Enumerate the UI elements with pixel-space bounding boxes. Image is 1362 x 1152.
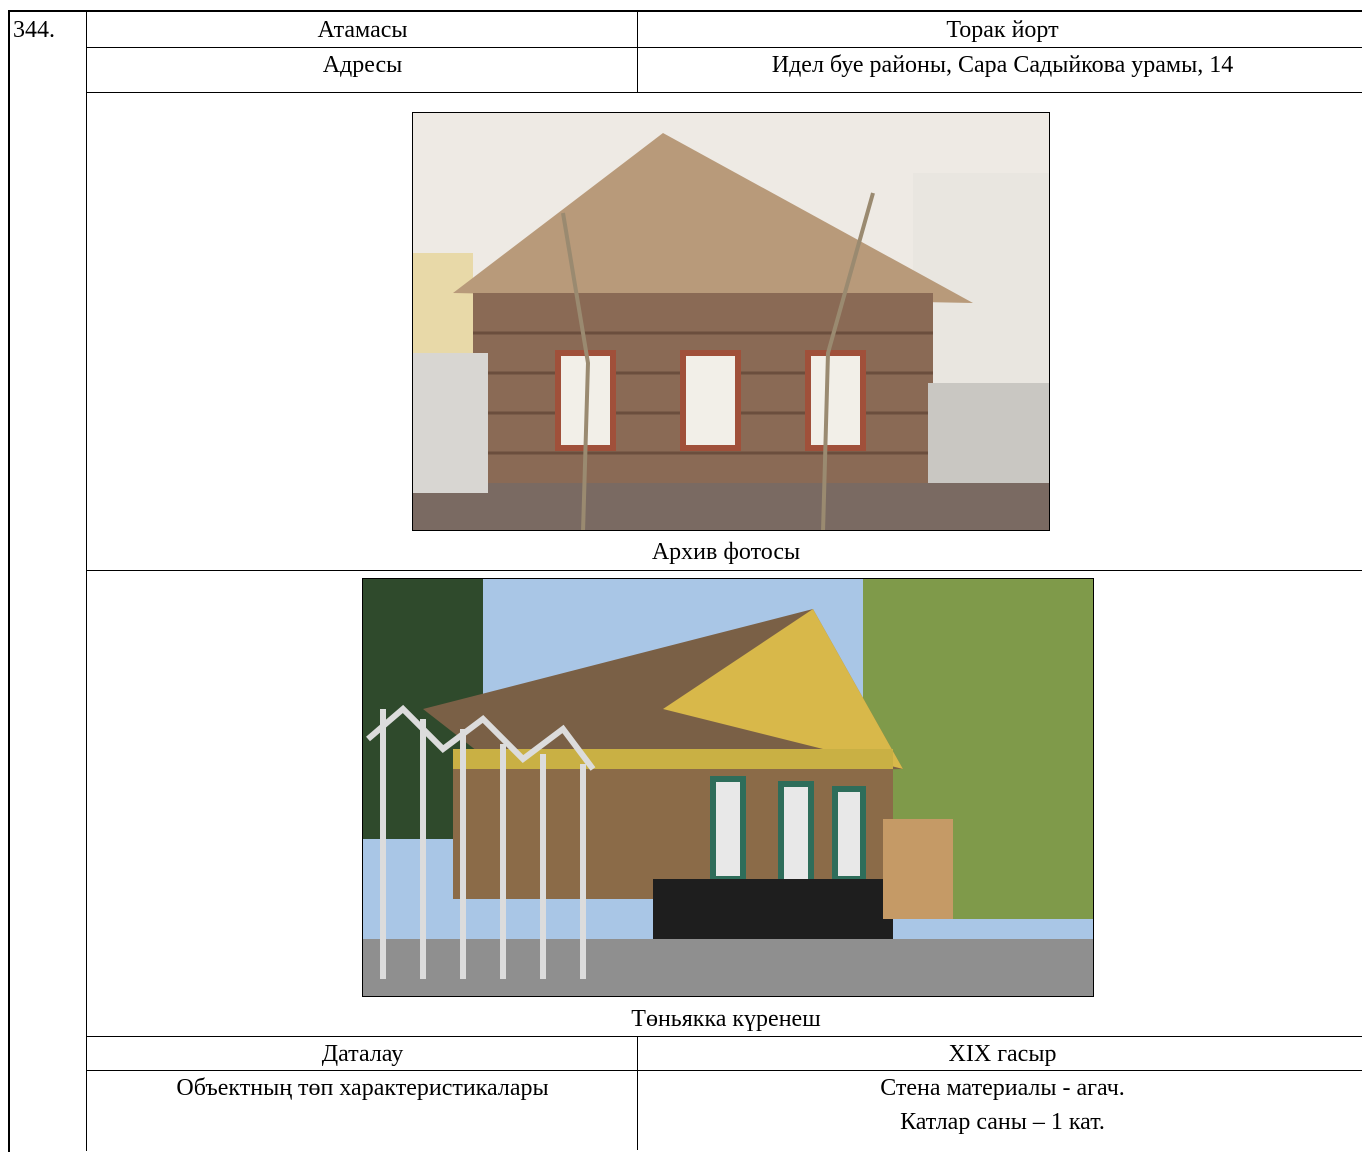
value: Торак йорт [946, 16, 1059, 43]
cell: Адресы [86, 47, 638, 92]
label: Объектның төп характеристикалары [176, 1075, 549, 1101]
cell: Стена материалы - агач. Катлар саны – 1 … [637, 1070, 1362, 1150]
photo-cell [86, 92, 1362, 570]
label: Даталау [321, 1040, 404, 1067]
value: XIX гасыр [948, 1040, 1057, 1067]
photo-cell [86, 570, 1362, 1036]
label: Адресы [322, 52, 403, 78]
current-image [363, 579, 1093, 996]
cell: Торак йорт [637, 12, 1362, 47]
current-photo [362, 578, 1094, 997]
value-line: Катлар саны – 1 кат. [900, 1109, 1105, 1135]
number-cell: 344. [9, 11, 87, 1151]
photo-caption: Архив фотосы [651, 539, 801, 565]
photo-caption: Төньякка күренеш [631, 1006, 821, 1032]
cell: Атамасы [86, 12, 638, 47]
cell: Объектның төп характеристикалары [86, 1070, 638, 1150]
archive-photo [412, 112, 1050, 531]
value: Идел буе районы, Сара Садыйкова урамы, 1… [771, 52, 1234, 78]
cell: XIX гасыр [637, 1036, 1362, 1070]
label: Атамасы [317, 16, 408, 43]
value-line: Стена материалы - агач. [880, 1075, 1125, 1101]
outer-frame [8, 10, 1362, 1152]
cell: Даталау [86, 1036, 638, 1070]
archive-image [413, 113, 1049, 530]
object-number: 344. [13, 17, 55, 43]
cell: Идел буе районы, Сара Садыйкова урамы, 1… [637, 47, 1362, 92]
